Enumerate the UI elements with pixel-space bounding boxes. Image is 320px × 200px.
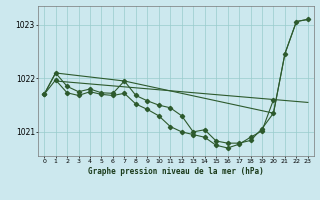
X-axis label: Graphe pression niveau de la mer (hPa): Graphe pression niveau de la mer (hPa) xyxy=(88,167,264,176)
